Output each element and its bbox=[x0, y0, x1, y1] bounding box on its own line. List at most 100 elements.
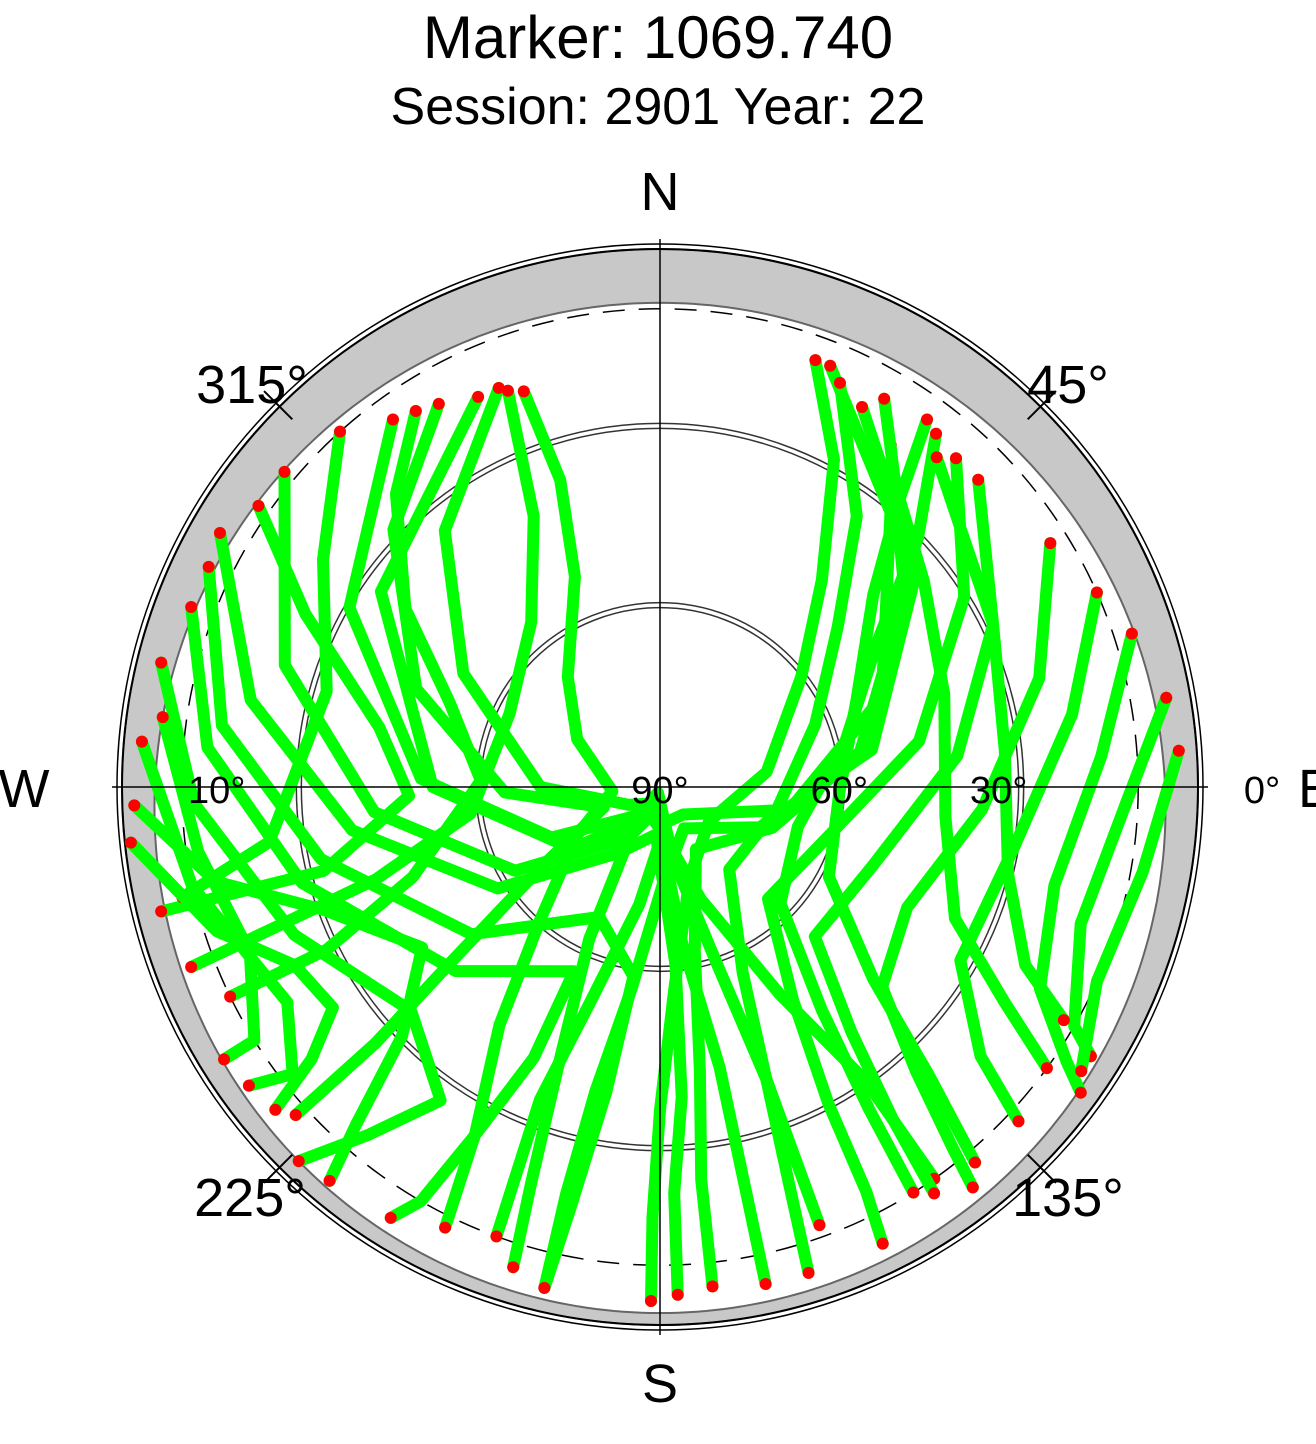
track-end-point-11 bbox=[224, 990, 237, 1003]
track-start-point-25 bbox=[1044, 537, 1057, 550]
track-end-point-19 bbox=[538, 1281, 551, 1294]
axis-labels: N E S W 45° 135° 225° 315° 90° 60° 30° 0… bbox=[0, 162, 1316, 1414]
track-end-point-18 bbox=[490, 1230, 503, 1243]
track-end-point-13 bbox=[185, 960, 198, 973]
track-start-point-8 bbox=[156, 711, 169, 724]
chart-title: Marker: 1069.740 bbox=[422, 4, 894, 71]
satellite-track-15 bbox=[176, 425, 346, 904]
track-start-point-22 bbox=[833, 376, 846, 389]
azimuth-tick-45 bbox=[1026, 390, 1057, 421]
elevation-tick-label-60: 60° bbox=[811, 770, 868, 812]
elevation-tick-label-30: 30° bbox=[970, 770, 1027, 812]
satellite-track-11 bbox=[224, 405, 487, 1003]
track-start-point-19 bbox=[856, 400, 869, 413]
azimuth-tick-label-45: 45° bbox=[1027, 355, 1109, 415]
track-start-point-32 bbox=[930, 451, 943, 464]
track-end-point-6 bbox=[292, 1155, 305, 1168]
track-end-point-22 bbox=[802, 1266, 815, 1279]
track-start-point-28 bbox=[1160, 691, 1173, 704]
azimuth-tick-label-225: 225° bbox=[194, 1168, 306, 1228]
track-end-point-33 bbox=[1075, 1065, 1088, 1078]
satellite-track-17 bbox=[124, 836, 339, 1116]
track-start-point-26 bbox=[1090, 586, 1103, 599]
track-start-point-11 bbox=[409, 404, 422, 417]
compass-label-south: S bbox=[642, 1354, 678, 1414]
track-start-point-5 bbox=[185, 601, 198, 614]
satellite-track-33 bbox=[1075, 744, 1185, 1078]
track-start-point-15 bbox=[334, 425, 347, 438]
track-end-point-17 bbox=[269, 1103, 282, 1116]
satellite-track-27 bbox=[1034, 627, 1138, 1099]
track-start-point-24 bbox=[972, 473, 985, 486]
track-start-point-10 bbox=[432, 397, 445, 410]
track-start-point-2 bbox=[278, 465, 291, 478]
satellite-track-29 bbox=[774, 427, 942, 1199]
track-start-point-12 bbox=[517, 385, 530, 398]
satellite-track-8 bbox=[156, 711, 261, 1066]
compass-label-west: W bbox=[0, 759, 50, 819]
azimuth-tick-label-315: 315° bbox=[196, 355, 308, 415]
track-start-point-13 bbox=[501, 384, 514, 397]
track-start-point-17 bbox=[124, 836, 137, 849]
azimuth-tick-label-135: 135° bbox=[1012, 1168, 1124, 1228]
track-start-point-4 bbox=[202, 560, 215, 573]
track-end-point-8 bbox=[218, 1053, 231, 1066]
satellite-tracks bbox=[124, 354, 1185, 1308]
track-start-point-6 bbox=[155, 656, 168, 669]
azimuth-tick-135 bbox=[1026, 1153, 1057, 1184]
track-end-point-21 bbox=[706, 1280, 719, 1293]
track-start-point-7 bbox=[135, 735, 148, 748]
satellite-track-14 bbox=[155, 499, 416, 918]
track-end-point-30 bbox=[969, 1156, 982, 1169]
track-end-point-5 bbox=[384, 1211, 397, 1224]
elevation-tick-label-10-west: 10° bbox=[188, 770, 245, 812]
satellite-track-32 bbox=[930, 451, 1070, 1027]
track-start-point-30 bbox=[921, 413, 934, 426]
track-start-point-16 bbox=[128, 799, 141, 812]
satellite-track-13 bbox=[185, 384, 540, 973]
track-end-point-20 bbox=[645, 1295, 658, 1308]
track-start-point-18 bbox=[824, 359, 837, 372]
track-end-point-2 bbox=[759, 1278, 772, 1291]
track-end-point-29 bbox=[907, 1186, 920, 1199]
satellite-track-5 bbox=[185, 601, 581, 1224]
track-end-point-27 bbox=[1074, 1086, 1087, 1099]
elevation-tick-label-0: 0° bbox=[1244, 770, 1280, 812]
satellite-track-25 bbox=[876, 537, 1057, 1194]
satellite-track-2 bbox=[278, 465, 772, 1290]
satellite-track-28 bbox=[1068, 691, 1173, 1063]
satellite-track-23 bbox=[762, 452, 971, 1250]
track-end-point-26 bbox=[1012, 1115, 1025, 1128]
track-start-point-23 bbox=[949, 452, 962, 465]
track-end-point-31 bbox=[1040, 1062, 1053, 1075]
track-end-point-25 bbox=[966, 1181, 979, 1194]
elevation-tick-label-90: 90° bbox=[631, 770, 688, 812]
compass-label-east: E bbox=[1298, 759, 1316, 819]
track-end-point-23 bbox=[876, 1237, 889, 1250]
compass-label-north: N bbox=[641, 162, 680, 222]
track-start-point-9 bbox=[492, 381, 505, 394]
track-start-point-0 bbox=[472, 390, 485, 403]
track-end-point-7 bbox=[242, 1079, 255, 1092]
track-start-point-14 bbox=[252, 499, 265, 512]
track-end-point-14 bbox=[155, 905, 168, 918]
track-start-point-33 bbox=[1172, 744, 1185, 757]
track-start-point-27 bbox=[1125, 627, 1138, 640]
track-end-point-32 bbox=[1057, 1014, 1070, 1027]
track-end-point-10 bbox=[289, 1108, 302, 1121]
track-end-point-12 bbox=[439, 1221, 452, 1234]
track-end-point-9 bbox=[507, 1261, 520, 1274]
satellite-track-31 bbox=[878, 392, 1053, 1075]
azimuth-tick-315 bbox=[263, 390, 294, 421]
track-end-point-3 bbox=[671, 1288, 684, 1301]
track-end-point-16 bbox=[323, 1174, 336, 1187]
track-start-point-1 bbox=[386, 413, 399, 426]
azimuth-tick-225 bbox=[263, 1153, 294, 1184]
satellite-track-20 bbox=[645, 354, 840, 1307]
satellite-track-22 bbox=[723, 376, 863, 1279]
satellite-track-30 bbox=[822, 413, 982, 1169]
track-end-point-24 bbox=[928, 1187, 941, 1200]
satellite-track-26 bbox=[954, 586, 1103, 1128]
satellite-track-9 bbox=[438, 381, 650, 1274]
